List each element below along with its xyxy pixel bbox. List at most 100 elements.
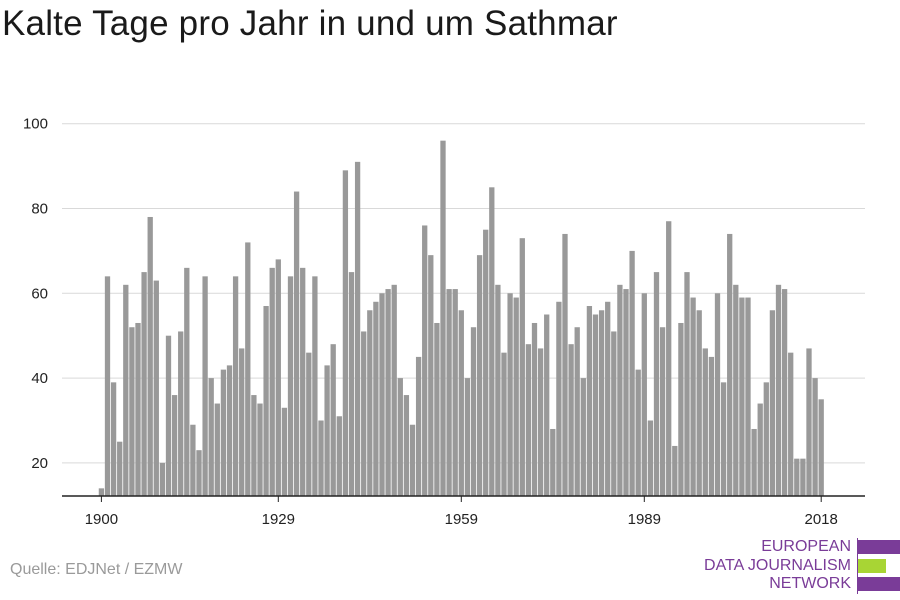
y-tick-label: 40 — [31, 370, 48, 387]
bar-1937 — [324, 365, 330, 496]
bar-1952 — [415, 356, 422, 496]
bar-2018 — [818, 399, 824, 496]
bar-1961 — [470, 327, 477, 496]
bar-2012 — [781, 289, 788, 496]
bar-1933 — [300, 267, 306, 496]
bar-1938 — [330, 344, 336, 496]
bar-1908 — [147, 216, 153, 497]
bar-1994 — [672, 445, 678, 496]
bar-2010 — [769, 310, 776, 496]
bar-1901 — [104, 276, 111, 496]
bar-2009 — [763, 382, 769, 496]
bar-1951 — [409, 424, 416, 496]
bar-1967 — [507, 293, 513, 496]
chart-title: Kalte Tage pro Jahr in und um Sathmar — [2, 4, 618, 43]
logo-bar-green — [858, 558, 886, 573]
axes: 1900 1929 1959 1989 2018 — [62, 495, 865, 528]
bar-1925 — [251, 395, 257, 496]
bar-1995 — [678, 322, 684, 496]
bar-1993 — [666, 221, 672, 496]
x-tick-label: 1989 — [628, 511, 661, 528]
y-tick-label: 80 — [31, 201, 48, 218]
edjnet-logo: EUROPEAN DATA JOURNALISM NETWORK — [704, 538, 900, 594]
bar-1905 — [129, 327, 135, 496]
bar-1957 — [446, 289, 452, 496]
bar-2016 — [806, 348, 812, 496]
logo-bars — [858, 538, 900, 594]
bar-1987 — [629, 250, 635, 496]
bar-1904 — [123, 284, 129, 496]
bar-1950 — [403, 395, 410, 496]
bar-2006 — [745, 297, 751, 496]
bar-1910 — [159, 462, 166, 496]
bar-1977 — [568, 344, 574, 496]
bar-chart: 20 40 60 80 100 1900 1929 1959 1989 2018 — [23, 116, 865, 528]
bar-1971 — [531, 322, 538, 496]
x-tick-label: 1929 — [262, 511, 295, 528]
bars — [98, 140, 824, 497]
bar-1916 — [196, 450, 202, 496]
bar-1966 — [501, 352, 507, 496]
bar-1970 — [525, 344, 532, 496]
bar-1919 — [214, 403, 220, 496]
bar-1934 — [306, 352, 312, 496]
bar-2017 — [812, 378, 818, 496]
bar-1936 — [318, 420, 324, 496]
bar-1944 — [367, 310, 373, 496]
bar-1935 — [312, 276, 318, 496]
bar-1918 — [208, 378, 214, 496]
bar-1975 — [556, 301, 562, 496]
bar-2005 — [739, 297, 745, 496]
bar-1912 — [171, 395, 178, 496]
bar-1976 — [562, 233, 568, 496]
y-tick-label: 100 — [23, 116, 48, 133]
x-tick-label: 1959 — [445, 511, 478, 528]
bar-2007 — [751, 428, 757, 496]
bar-1979 — [580, 378, 586, 496]
bar-1958 — [452, 289, 458, 496]
bar-1946 — [379, 293, 385, 496]
bar-1984 — [611, 331, 617, 496]
bar-1989 — [641, 293, 647, 496]
bar-2008 — [757, 403, 763, 496]
bar-2003 — [727, 233, 733, 496]
bar-1972 — [537, 348, 544, 496]
bar-1988 — [635, 369, 641, 496]
bar-1998 — [696, 310, 702, 496]
bar-1960 — [464, 378, 471, 496]
bar-1927 — [263, 306, 269, 496]
bar-1932 — [293, 191, 300, 497]
bar-1920 — [220, 369, 227, 496]
bar-1909 — [153, 280, 159, 496]
bar-1929 — [275, 259, 281, 496]
logo-line-2: DATA JOURNALISM — [704, 556, 851, 574]
bar-1931 — [287, 276, 294, 496]
bar-1922 — [232, 276, 239, 496]
bar-1949 — [397, 378, 403, 496]
bar-2002 — [720, 382, 727, 496]
bar-2001 — [714, 293, 721, 496]
bar-1981 — [592, 314, 599, 496]
bar-2011 — [775, 284, 782, 496]
source-note: Quelle: EDJNet / EZMW — [10, 561, 183, 578]
bar-1921 — [226, 365, 233, 496]
bar-1923 — [239, 348, 245, 496]
bar-1991 — [653, 272, 660, 496]
bar-1945 — [373, 301, 379, 496]
bar-1943 — [361, 331, 367, 496]
bar-1911 — [165, 335, 172, 496]
bar-1999 — [702, 348, 708, 496]
bar-1914 — [184, 267, 190, 496]
bar-1915 — [190, 424, 196, 496]
bar-1900 — [98, 488, 105, 496]
bar-1917 — [202, 276, 208, 496]
bar-2004 — [733, 284, 739, 496]
y-tick-label: 20 — [31, 455, 48, 472]
bar-2014 — [794, 458, 800, 496]
bar-1913 — [178, 331, 184, 496]
bar-1978 — [574, 327, 580, 496]
bar-1926 — [257, 403, 263, 496]
bar-1980 — [586, 306, 593, 496]
bar-1953 — [422, 225, 428, 496]
bar-1940 — [342, 170, 349, 496]
